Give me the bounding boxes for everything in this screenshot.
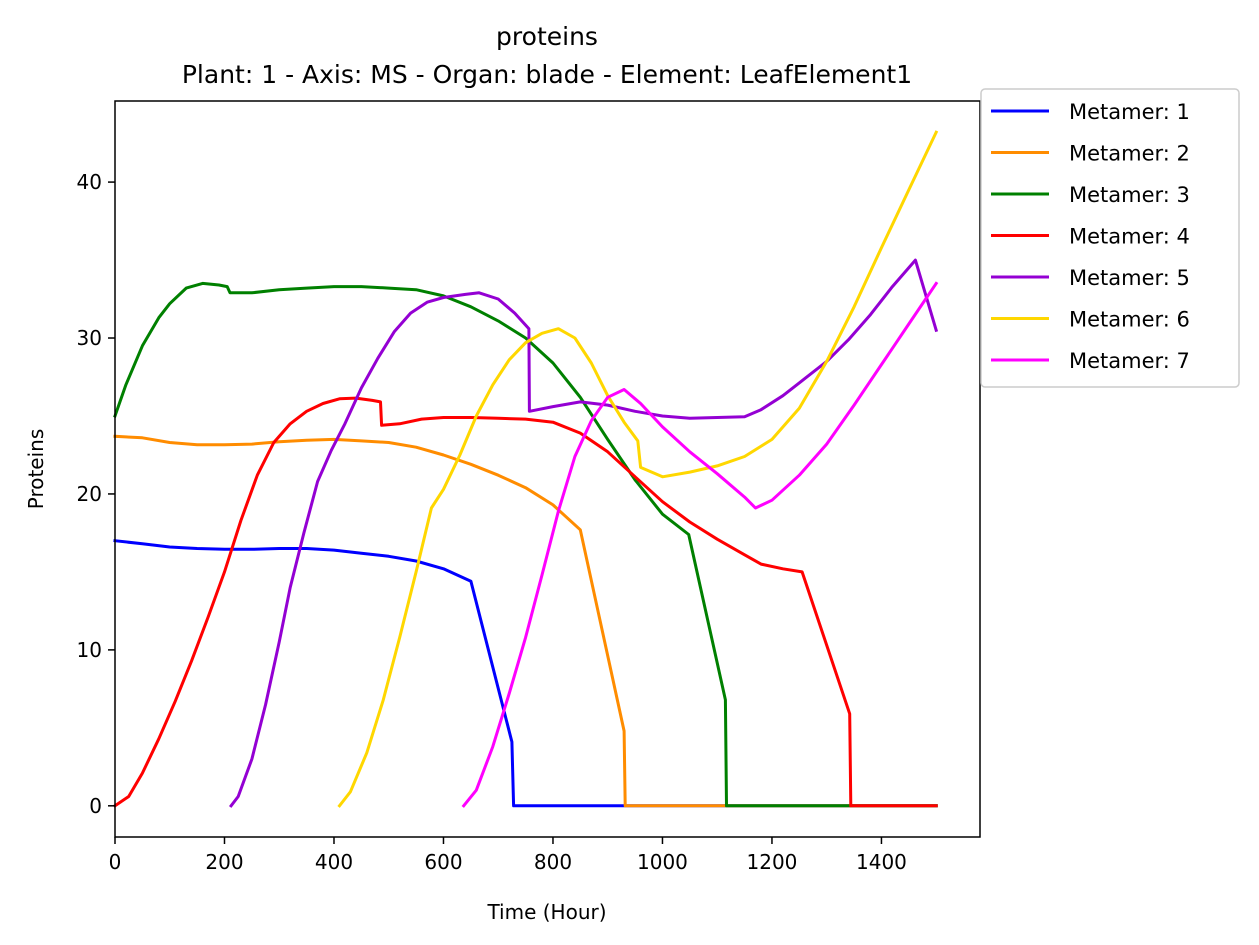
- series-line-metamer-6: [337, 130, 939, 808]
- legend-label-metamer-3: Metamer: 3: [1069, 183, 1190, 207]
- plot-area: [112, 130, 939, 808]
- series-line-metamer-5: [228, 258, 939, 808]
- legend-label-metamer-6: Metamer: 6: [1069, 308, 1190, 332]
- chart-subtitle: Plant: 1 - Axis: MS - Organ: blade - Ele…: [182, 60, 912, 89]
- series-line-metamer-2: [113, 434, 938, 808]
- x-tick-label: 600: [424, 850, 462, 874]
- series-line-metamer-3: [113, 281, 938, 808]
- x-tick-label: 1000: [637, 850, 688, 874]
- x-tick-label: 200: [205, 850, 243, 874]
- y-axis-label: Proteins: [24, 429, 48, 510]
- legend-label-metamer-1: Metamer: 1: [1069, 100, 1190, 124]
- y-tick-label: 10: [77, 638, 102, 662]
- legend-label-metamer-2: Metamer: 2: [1069, 142, 1190, 166]
- y-tick-label: 30: [77, 326, 102, 350]
- plot-frame: [114, 100, 981, 838]
- chart-title: proteins: [496, 22, 598, 51]
- axis-ticks: 0 200 400 600 800 1000 1200 1400 0 10 20 30 40: [77, 170, 907, 874]
- x-tick-label: 0: [109, 850, 122, 874]
- x-tick-label: 1200: [747, 850, 798, 874]
- series-line-metamer-7: [461, 281, 939, 808]
- legend-label-metamer-7: Metamer: 7: [1069, 349, 1190, 373]
- x-tick-label: 800: [534, 850, 572, 874]
- y-tick-label: 40: [77, 170, 102, 194]
- x-tick-label: 1400: [856, 850, 907, 874]
- x-axis-label: Time (Hour): [486, 900, 606, 924]
- legend-label-metamer-4: Metamer: 4: [1069, 225, 1190, 249]
- legend: Metamer: 1 Metamer: 2 Metamer: 3 Metamer: 4…: [980, 88, 1240, 388]
- legend-box: [980, 88, 1240, 388]
- y-tick-label: 0: [89, 794, 102, 818]
- x-tick-label: 400: [315, 850, 353, 874]
- series-line-metamer-4: [112, 396, 938, 808]
- legend-label-metamer-5: Metamer: 5: [1069, 266, 1190, 290]
- y-tick-label: 20: [77, 482, 102, 506]
- series-line-metamer-1: [113, 539, 938, 808]
